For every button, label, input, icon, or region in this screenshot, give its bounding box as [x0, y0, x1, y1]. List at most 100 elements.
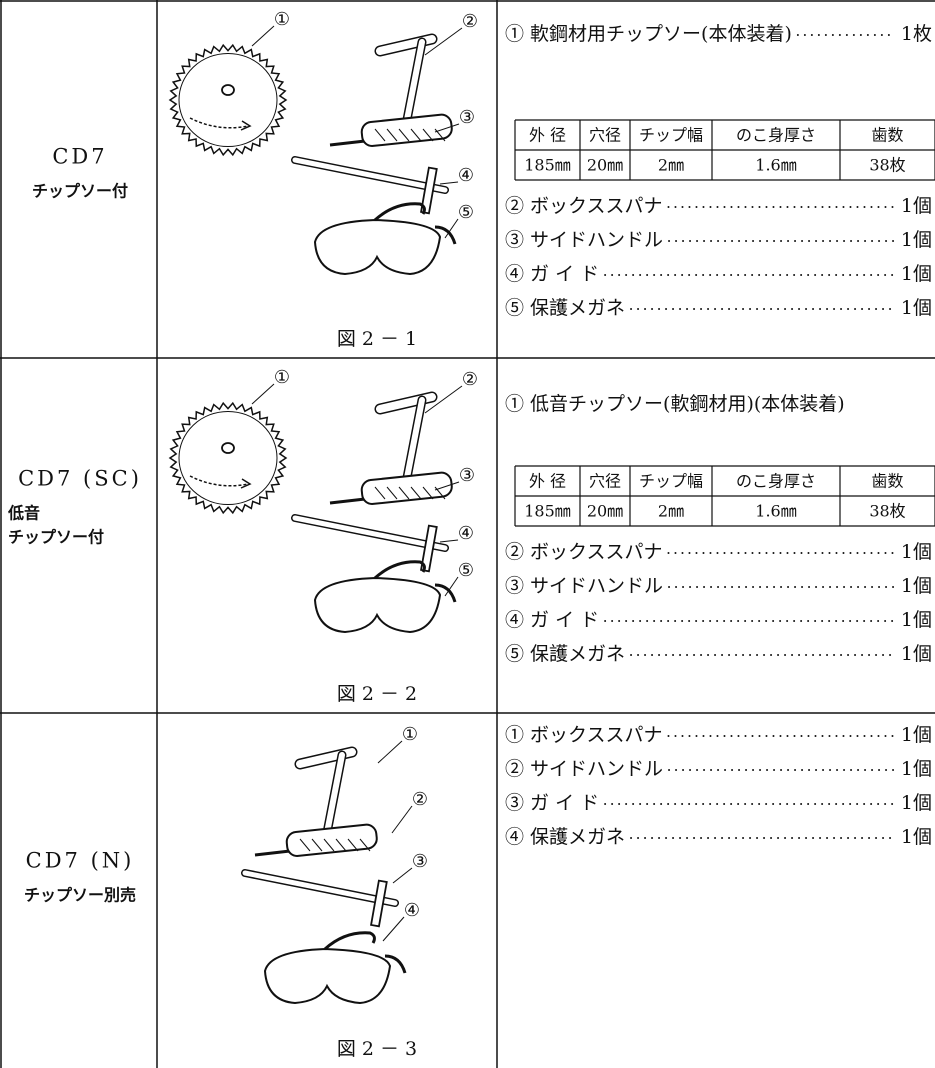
fill: [403, 397, 425, 486]
guide-plate: [370, 879, 388, 928]
model-sublabel: チップソー付: [32, 182, 128, 201]
item-qty: 1個: [901, 297, 932, 319]
guide: [291, 156, 449, 215]
item-label: ② サイドハンドル: [505, 758, 663, 780]
model-sublabel: チップソー付: [8, 528, 104, 547]
model-sublabel: 低音: [7, 504, 40, 523]
box-spanner: [374, 33, 438, 130]
spec-cell: 歯数: [871, 126, 903, 145]
item-label: ③ ガ イ ド: [505, 792, 599, 814]
item-qty: 1個: [901, 575, 932, 597]
saw-blade: [168, 43, 288, 157]
fill: [323, 752, 345, 841]
leader-line: [439, 181, 459, 185]
leader-line: [434, 481, 460, 491]
fill: [292, 157, 448, 193]
grip-line: [410, 486, 422, 500]
callout-number: ①: [274, 9, 290, 30]
leader-line: [392, 867, 413, 884]
leader-line: [424, 27, 463, 56]
spec-cell: 2㎜: [658, 502, 684, 521]
spec-cell: 1.6㎜: [755, 502, 796, 521]
leader-line: [434, 123, 460, 133]
item-label: ② ボックススパナ: [505, 541, 662, 563]
item-qty: 1個: [901, 229, 932, 251]
spec-cell: チップ幅: [639, 126, 703, 145]
grip-line: [410, 128, 422, 142]
grip-line: [299, 838, 311, 852]
leader-line: [391, 805, 413, 834]
item-qty: 1個: [901, 758, 932, 780]
item-label: ③ サイドハンドル: [505, 229, 663, 251]
item-label: ① ボックススパナ: [505, 724, 662, 746]
goggle-temple: [323, 931, 376, 951]
spec-cell: 穴径: [589, 126, 621, 145]
callout-number: ②: [412, 789, 428, 810]
grip-line: [347, 838, 359, 852]
goggle-temple: [373, 202, 426, 222]
figure: ① ② ③ ④ ⑤ 図2－2: [168, 367, 478, 705]
item-label: ④ ガ イ ド: [505, 263, 599, 285]
callout-number: ①: [274, 367, 290, 388]
item-label: ② ボックススパナ: [505, 195, 662, 217]
goggle-lens: [263, 947, 392, 1005]
leader-line: [251, 383, 275, 405]
callout-number: ④: [458, 523, 474, 544]
item-qty: 1個: [901, 643, 932, 665]
figure: ① ② ③ ④ ⑤ 図2－1: [168, 9, 478, 350]
goggle-temple: [434, 583, 457, 603]
fill: [242, 870, 398, 906]
spec-cell: のこ身厚さ: [736, 126, 816, 145]
handle-grip: [360, 471, 453, 505]
guide: [291, 514, 449, 573]
spec-cell: 1.6㎜: [755, 156, 796, 175]
safety-goggles: [313, 560, 457, 634]
safety-goggles: [263, 931, 407, 1005]
item-label: ① 低音チップソー(軟鋼材用)(本体装着): [505, 393, 845, 415]
callout-number: ③: [459, 465, 475, 486]
side-handle: [254, 823, 378, 857]
box-spanner: [294, 746, 358, 843]
leader-line: [424, 385, 463, 414]
callout-number: ⑤: [458, 560, 474, 581]
spec-cell: 歯数: [871, 472, 903, 491]
leader-line: [444, 218, 459, 239]
item-qty: 1個: [901, 195, 932, 217]
side-handle: [329, 113, 453, 147]
model-name: CD7: [52, 145, 107, 169]
side-handle: [329, 471, 453, 505]
spec-cell: 20㎜: [587, 156, 623, 175]
spec-cell: 20㎜: [587, 502, 623, 521]
callout-number: ④: [404, 900, 420, 921]
spec-cell: 外 径: [529, 472, 566, 491]
item-qty: 1個: [901, 263, 932, 285]
spec-cell: チップ幅: [639, 472, 703, 491]
spec-cell: 185㎜: [524, 156, 571, 175]
item-label: ④ ガ イ ド: [505, 609, 599, 631]
callout-number: ②: [462, 11, 478, 32]
leader-line: [382, 916, 405, 942]
item-label: ⑤ 保護メガネ: [505, 297, 625, 319]
fill: [403, 39, 425, 128]
handle-grip: [285, 823, 378, 857]
guide: [241, 869, 399, 928]
leader-line: [377, 740, 403, 764]
callout-number: ⑤: [458, 202, 474, 223]
blade-body: [178, 52, 278, 148]
callout-number: ④: [458, 165, 474, 186]
goggle-lens: [313, 218, 442, 276]
item-label: ① 軟鋼材用チップソー(本体装着): [505, 23, 792, 45]
fill: [292, 515, 448, 551]
saw-blade: [168, 401, 288, 515]
figure-caption: 図2－3: [337, 1038, 423, 1060]
arrow-head: [240, 478, 252, 489]
goggle-temple: [434, 225, 457, 245]
model-name: CD7 (N): [26, 849, 135, 873]
item-label: ③ サイドハンドル: [505, 575, 663, 597]
box-spanner: [374, 391, 438, 488]
handle-stud: [254, 849, 291, 857]
grip-line: [374, 486, 386, 500]
grip-line: [323, 838, 335, 852]
item-qty: 1枚: [901, 23, 932, 45]
